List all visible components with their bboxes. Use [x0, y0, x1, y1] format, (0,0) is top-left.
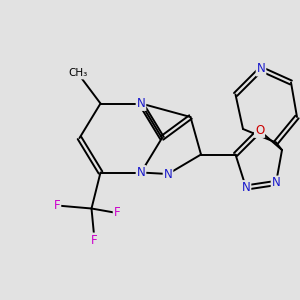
Text: N: N — [272, 176, 280, 190]
Text: F: F — [54, 199, 60, 212]
Text: N: N — [164, 167, 172, 181]
Text: O: O — [255, 124, 264, 137]
Text: N: N — [136, 166, 146, 179]
Text: CH₃: CH₃ — [68, 68, 88, 79]
Text: N: N — [136, 97, 146, 110]
Text: F: F — [114, 206, 120, 220]
Text: N: N — [242, 181, 250, 194]
Text: N: N — [256, 62, 266, 76]
Text: F: F — [91, 233, 98, 247]
